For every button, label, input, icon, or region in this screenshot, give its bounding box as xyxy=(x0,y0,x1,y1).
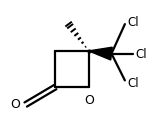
Text: Cl: Cl xyxy=(136,48,147,62)
Text: Cl: Cl xyxy=(128,77,139,90)
Text: O: O xyxy=(10,98,20,111)
Text: O: O xyxy=(84,94,94,107)
Text: Cl: Cl xyxy=(128,16,139,29)
Polygon shape xyxy=(89,47,112,60)
